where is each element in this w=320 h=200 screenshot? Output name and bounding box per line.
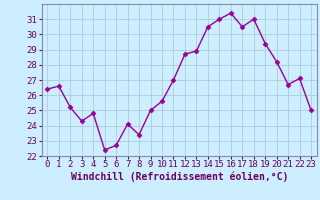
X-axis label: Windchill (Refroidissement éolien,°C): Windchill (Refroidissement éolien,°C) [70, 172, 288, 182]
